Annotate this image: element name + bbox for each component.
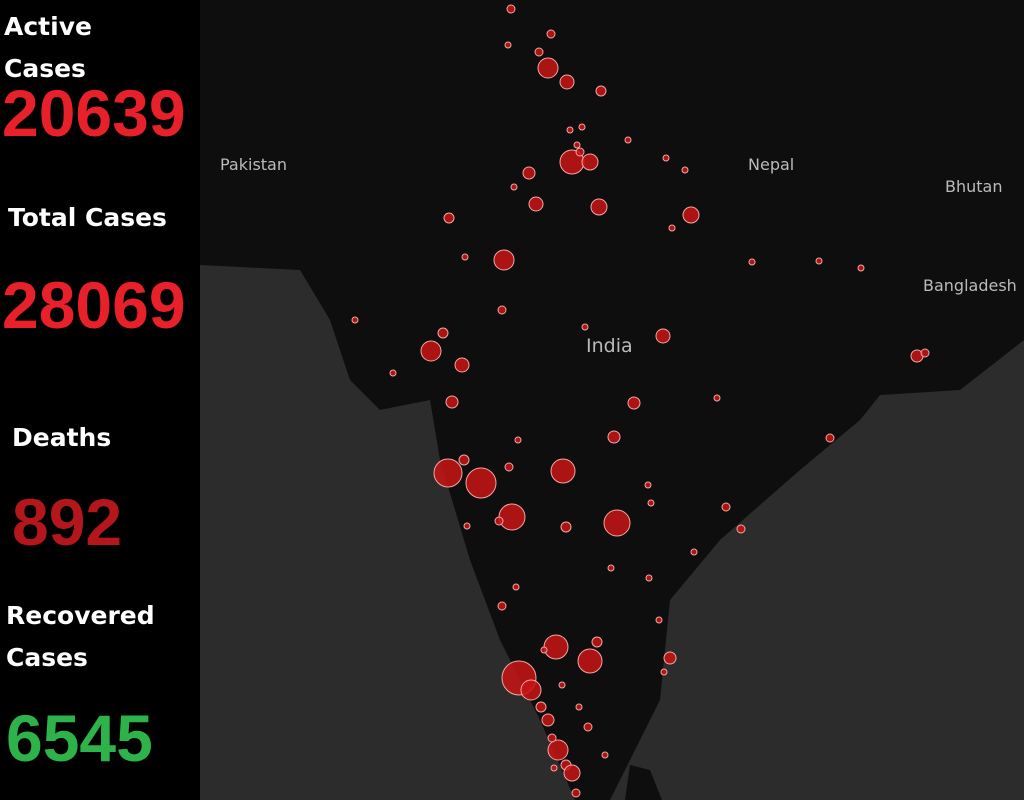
- case-bubble: [540, 646, 548, 654]
- case-bubble: [458, 454, 470, 466]
- case-bubble: [546, 29, 556, 39]
- case-bubble: [560, 521, 572, 533]
- country-label: Bangladesh: [923, 276, 1017, 295]
- case-bubble: [504, 462, 514, 472]
- case-bubble: [351, 316, 359, 324]
- case-bubble: [647, 499, 655, 507]
- case-bubble: [575, 147, 585, 157]
- case-bubble: [713, 394, 721, 402]
- case-bubble: [498, 503, 526, 531]
- case-bubble: [573, 141, 581, 149]
- case-bubble: [534, 47, 544, 57]
- case-bubble: [550, 764, 558, 772]
- case-bubble: [607, 430, 621, 444]
- case-bubble: [510, 183, 518, 191]
- stat-label: Total Cases: [8, 203, 167, 232]
- stats-panel: Active Cases 20639 Total Cases 28069 Dea…: [0, 0, 200, 800]
- case-bubble: [512, 583, 520, 591]
- case-bubble: [581, 323, 589, 331]
- bubble-layer: [351, 4, 930, 798]
- case-bubble: [581, 153, 599, 171]
- case-bubble: [547, 733, 557, 743]
- case-bubble: [577, 648, 603, 674]
- case-bubble: [494, 516, 504, 526]
- case-bubble: [825, 433, 835, 443]
- case-bubble: [660, 668, 668, 676]
- case-bubble: [668, 224, 676, 232]
- case-bubble: [461, 253, 469, 261]
- case-bubble: [437, 327, 449, 339]
- case-bubble: [682, 206, 700, 224]
- case-bubble: [563, 764, 581, 782]
- island: [625, 765, 662, 800]
- case-bubble: [420, 340, 442, 362]
- case-bubble: [591, 636, 603, 648]
- land: [200, 0, 1024, 800]
- case-bubble: [857, 264, 865, 272]
- case-bubble: [575, 703, 583, 711]
- case-bubble: [601, 751, 609, 759]
- case-bubble: [583, 722, 593, 732]
- country-label: India: [586, 335, 633, 357]
- case-bubble: [578, 123, 586, 131]
- case-bubble: [465, 467, 497, 499]
- case-bubble: [522, 166, 536, 180]
- case-bubble: [815, 257, 823, 265]
- case-bubble: [627, 396, 641, 410]
- case-bubble: [603, 509, 631, 537]
- case-bubble: [506, 4, 516, 14]
- case-bubble: [541, 713, 555, 727]
- case-bubble: [590, 198, 608, 216]
- case-bubble: [624, 136, 632, 144]
- stat-value: 6545: [6, 701, 153, 775]
- case-bubble: [644, 481, 652, 489]
- stat-label: Recovered Cases: [6, 601, 155, 672]
- case-bubble: [537, 57, 559, 79]
- stat-value: 892: [12, 485, 123, 559]
- case-bubble: [559, 74, 575, 90]
- case-bubble: [543, 634, 569, 660]
- case-bubble: [920, 348, 930, 358]
- case-bubble: [736, 524, 746, 534]
- stat-label: Deaths: [12, 423, 112, 452]
- case-bubble: [443, 212, 455, 224]
- case-bubble: [520, 679, 542, 701]
- case-bubble: [721, 502, 731, 512]
- case-bubble: [558, 681, 566, 689]
- case-bubble: [389, 369, 397, 377]
- case-bubble: [535, 701, 547, 713]
- case-bubble: [433, 458, 463, 488]
- case-bubble: [445, 395, 459, 409]
- case-bubble: [547, 739, 569, 761]
- country-label: Pakistan: [220, 155, 287, 174]
- case-bubble: [504, 41, 512, 49]
- case-bubble: [681, 166, 689, 174]
- case-bubble: [514, 436, 522, 444]
- case-bubble: [607, 564, 615, 572]
- case-bubble: [463, 522, 471, 530]
- case-bubble: [571, 788, 581, 798]
- case-bubble: [748, 258, 756, 266]
- case-bubble: [528, 196, 544, 212]
- stat-value: 20639: [2, 76, 186, 150]
- case-bubble: [655, 328, 671, 344]
- map: Pakistan Nepal Bhutan Bangladesh India: [200, 0, 1024, 800]
- case-bubble: [595, 85, 607, 97]
- case-bubble: [690, 548, 698, 556]
- country-label: Bhutan: [945, 177, 1002, 196]
- case-bubble: [493, 249, 515, 271]
- case-bubble: [566, 126, 574, 134]
- case-bubble: [662, 154, 670, 162]
- case-bubble: [645, 574, 653, 582]
- case-bubble: [550, 458, 576, 484]
- case-bubble: [663, 651, 677, 665]
- case-bubble: [454, 357, 470, 373]
- case-bubble: [655, 616, 663, 624]
- case-bubble: [497, 601, 507, 611]
- stat-label: Active Cases: [4, 12, 92, 83]
- country-label: Nepal: [748, 155, 794, 174]
- case-bubble: [497, 305, 507, 315]
- stat-value: 28069: [2, 268, 186, 342]
